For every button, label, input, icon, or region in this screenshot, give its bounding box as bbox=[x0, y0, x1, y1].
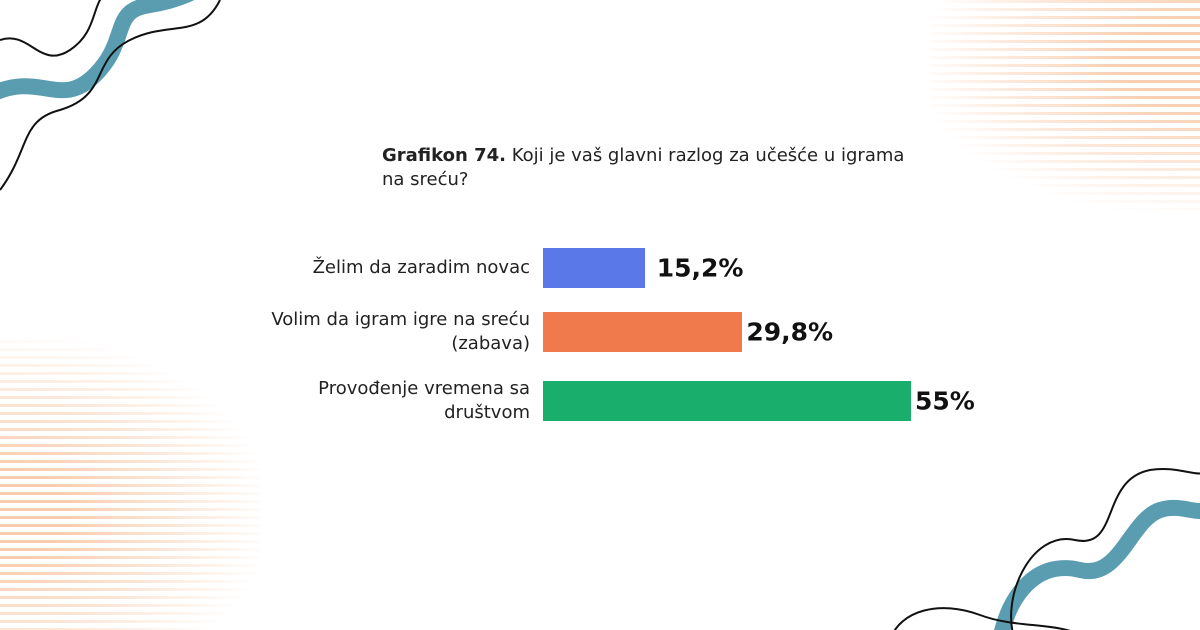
bar bbox=[543, 381, 911, 421]
category-label: Provođenje vremena sa društvom bbox=[318, 378, 530, 423]
value-label: 55% bbox=[915, 386, 975, 416]
chart-title: Grafikon 74. Koji je vaš glavni razlog z… bbox=[382, 144, 922, 192]
title-label: Grafikon 74. bbox=[382, 145, 506, 166]
decor-stripes bbox=[0, 340, 260, 630]
value-label: 29,8% bbox=[746, 317, 834, 347]
bar bbox=[543, 248, 645, 288]
decor-stripes bbox=[930, 0, 1200, 210]
category-label: Želim da zaradim novac bbox=[312, 257, 530, 278]
title-text: Koji je vaš glavni razlog za učešće u ig… bbox=[382, 145, 905, 190]
bar bbox=[543, 312, 743, 352]
value-label: 15,2% bbox=[656, 253, 744, 283]
category-label: Volim da igram igre na sreću (zabava) bbox=[271, 309, 530, 354]
